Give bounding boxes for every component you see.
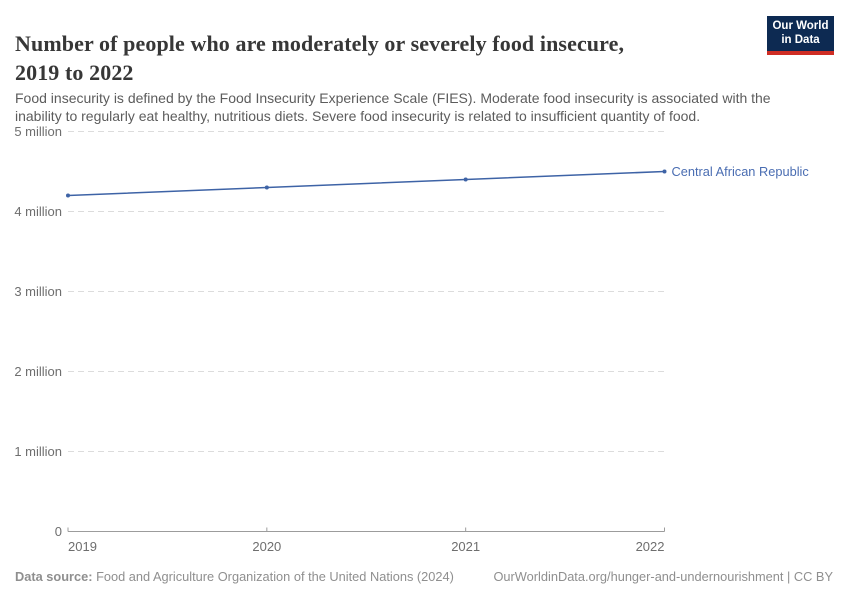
license-link[interactable]: OurWorldinData.org/hunger-and-undernouri…	[493, 569, 833, 584]
x-axis-label: 2020	[252, 539, 281, 554]
series-end-label: Central African Republic	[672, 164, 810, 179]
chart-title: Number of people who are moderately or s…	[15, 29, 755, 87]
chart-subtitle: Food insecurity is defined by the Food I…	[15, 90, 835, 125]
y-axis-label: 4 million	[14, 204, 62, 219]
x-axis-label: 2022	[636, 539, 665, 554]
y-axis-label: 0	[55, 524, 62, 539]
chart-footer: Data source: Food and Agriculture Organi…	[15, 569, 833, 585]
data-source: Data source: Food and Agriculture Organi…	[15, 569, 454, 585]
y-axis-label: 1 million	[14, 444, 62, 459]
y-axis-label: 2 million	[14, 364, 62, 379]
chart-title-line2: 2019 to 2022	[15, 59, 134, 85]
owid-logo-line2: in Data	[781, 33, 820, 46]
data-point	[662, 169, 667, 174]
series-line	[67, 170, 665, 197]
x-axis-label: 2019	[68, 539, 97, 554]
chart-subtitle-line1: Food insecurity is defined by the Food I…	[15, 90, 771, 106]
owid-logo-line1: Our World	[772, 20, 829, 32]
chart-subtitle-line2: inability to regularly eat healthy, nutr…	[15, 107, 701, 124]
y-axis-label: 3 million	[14, 284, 62, 299]
owid-logo[interactable]: Our World in Data	[767, 16, 834, 55]
y-axis-label: 5 million	[14, 124, 62, 139]
x-axis-label: 2021	[451, 539, 480, 554]
data-source-label: Data source:	[15, 569, 93, 584]
data-point	[66, 193, 70, 198]
chart-title-line1: Number of people who are moderately or s…	[15, 30, 625, 56]
data-point	[463, 177, 468, 182]
data-source-value: Food and Agriculture Organization of the…	[92, 569, 454, 584]
data-point	[264, 185, 269, 190]
